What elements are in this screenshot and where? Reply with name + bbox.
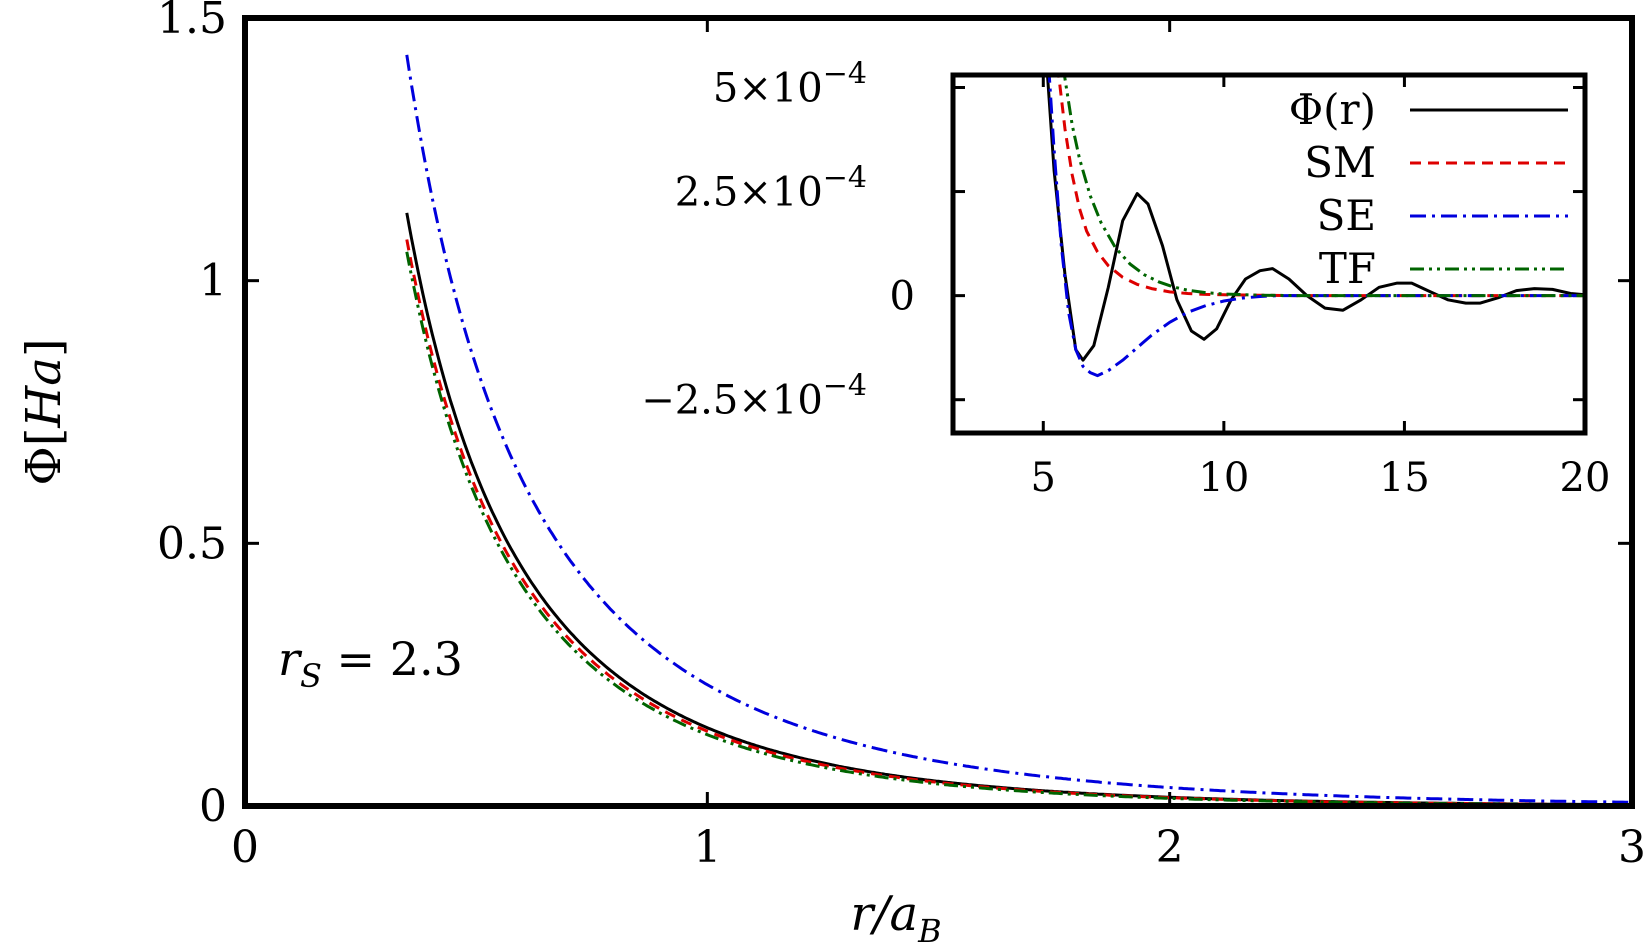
inset-plot-area [1045, 75, 1585, 378]
legend-label-se: SE [1317, 191, 1376, 240]
y-axis-title: Φ[Ha] [16, 338, 72, 485]
main-y-tick-label: 1.5 [157, 0, 227, 44]
inset-x-tick-label: 15 [1379, 455, 1430, 501]
inset-series-sm-line [1057, 75, 1585, 298]
main-tick-labels: 0 1 2 3 0 0.5 1 1.5 [157, 0, 1644, 873]
main-y-tick-label: 0.5 [157, 518, 227, 569]
inset-x-tick-label: 10 [1198, 455, 1249, 501]
inset-tick-labels: 5 10 15 20 −2.5×10−4 0 2.5×10−4 5×10−4 [641, 56, 1610, 501]
main-series-se-line [405, 54, 1632, 804]
inset-plot-frame [950, 72, 1588, 436]
legend-label-tf: TF [1319, 244, 1376, 293]
inset-y-tick-label: 0 [890, 274, 915, 320]
main-plot-frame [242, 15, 1635, 809]
main-y-tick-label: 0 [199, 781, 227, 832]
legend-label-sm: SM [1304, 138, 1376, 187]
main-x-tick-label: 3 [1618, 822, 1644, 873]
inset-x-tick-label: 20 [1560, 455, 1611, 501]
main-y-tick-label: 1 [199, 256, 227, 307]
main-x-tick-label: 2 [1156, 822, 1184, 873]
inset-y-tick-label: 5×10−4 [713, 56, 867, 111]
inset-y-tick-label: −2.5×10−4 [641, 369, 867, 424]
inset-series-tf-line [1062, 75, 1585, 298]
inset-series-se-line [1047, 75, 1585, 378]
inset-y-tick-label: 2.5×10−4 [675, 161, 867, 216]
inset-background [953, 75, 1585, 433]
inset-series-phi-line [1045, 75, 1585, 362]
main-x-tick-label: 1 [693, 822, 721, 873]
legend-label-phi: Φ(r) [1289, 85, 1376, 134]
main-x-tick-label: 0 [231, 822, 259, 873]
inset-x-tick-label: 5 [1031, 455, 1056, 501]
x-axis-title: r/aB [850, 886, 941, 948]
rs-annotation: rS = 2.3 [278, 632, 463, 695]
